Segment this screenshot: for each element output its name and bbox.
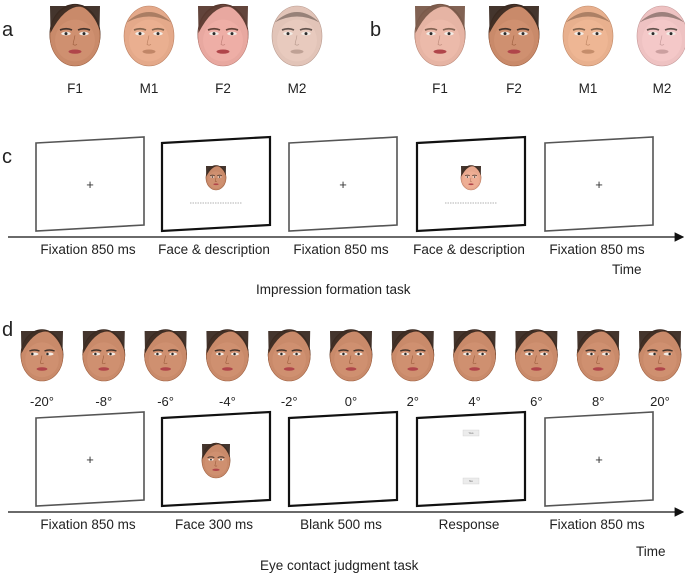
gaze-angle-label-8: 6°	[530, 394, 542, 409]
frame-d-4: +	[544, 411, 654, 507]
fixation-cross: +	[86, 177, 94, 192]
task-label-c: Impression formation task	[256, 282, 411, 297]
screen-c-2	[288, 136, 398, 232]
gaze-angle-label-6: 2°	[407, 394, 419, 409]
screen-face-d-1	[201, 442, 231, 479]
gaze-angle-label-3: -4°	[219, 394, 236, 409]
gaze-face-7	[453, 329, 497, 382]
screen-c-4	[544, 136, 654, 232]
frame-d-2	[287, 410, 399, 508]
gaze-face-6	[391, 329, 435, 382]
face-a-f1	[49, 3, 101, 67]
response-button-1: No	[462, 477, 480, 485]
gaze-angle-label-10: 20°	[650, 394, 670, 409]
gaze-angle-label-5: 0°	[345, 394, 357, 409]
frame-d-1	[160, 410, 272, 508]
frame-c-3	[415, 135, 527, 233]
gaze-face-10	[638, 329, 682, 382]
face-a-m2	[271, 5, 323, 67]
frame-label-c-0: Fixation 850 ms	[40, 242, 136, 257]
frame-d-0: +	[35, 411, 145, 507]
gaze-angle-label-0: -20°	[30, 394, 54, 409]
screen-d-4	[544, 411, 654, 507]
face-label-a-0: F1	[67, 81, 83, 96]
svg-text:Yes: Yes	[469, 431, 474, 435]
gaze-face-8	[514, 329, 558, 382]
panel-c-timeline: + Fixation 850 ms Face & description + Fixat…	[8, 135, 685, 297]
frame-label-d-0: Fixation 850 ms	[40, 517, 136, 532]
face-label-a-2: F2	[215, 81, 231, 96]
screen-d-3	[415, 410, 527, 508]
fixation-cross: +	[595, 452, 603, 467]
face-label-b-2: M1	[579, 81, 598, 96]
frame-label-d-1: Face 300 ms	[175, 517, 253, 532]
panel-letter-b: b	[370, 19, 381, 41]
face-label-b-1: F2	[506, 81, 522, 96]
frame-c-4: +	[544, 136, 654, 232]
face-b-m1	[562, 5, 614, 67]
screen-d-2	[287, 410, 399, 508]
gaze-angle-label-4: -2°	[281, 394, 298, 409]
fixation-cross: +	[86, 452, 94, 467]
response-button-0: Yes	[462, 429, 480, 437]
screen-face-c-3	[460, 165, 482, 191]
face-b-f2	[488, 3, 540, 67]
frame-c-0: +	[35, 136, 145, 232]
svg-text:No: No	[469, 479, 473, 483]
time-label-d: Time	[636, 544, 666, 559]
gaze-angle-label-2: -6°	[157, 394, 174, 409]
face-b-f1	[414, 3, 466, 67]
frame-label-d-3: Response	[439, 517, 500, 532]
panel-a-faces: F1 M1 F2 M2	[49, 3, 323, 96]
frame-label-c-4: Fixation 850 ms	[549, 242, 645, 257]
frame-label-c-3: Face & description	[413, 242, 525, 257]
panel-letter-a: a	[2, 19, 14, 41]
frame-label-d-4: Fixation 850 ms	[549, 517, 645, 532]
panel-letter-c: c	[2, 146, 12, 168]
face-label-b-0: F1	[432, 81, 448, 96]
screen-face-c-1	[205, 165, 227, 191]
fixation-cross: +	[595, 177, 603, 192]
panel-d-gaze: -20° -8° -6° -4° -2° 0° 2° 4° 6° 8° 20° + Fixation …	[8, 329, 685, 573]
gaze-angle-label-9: 8°	[592, 394, 604, 409]
gaze-face-1	[82, 329, 126, 382]
frame-d-3: Yes No	[415, 410, 527, 508]
frame-c-2: +	[288, 136, 398, 232]
face-label-a-3: M2	[288, 81, 307, 96]
face-a-f2	[197, 3, 249, 67]
face-label-b-3: M2	[653, 81, 672, 96]
gaze-face-0	[20, 329, 64, 382]
panel-letter-d: d	[2, 319, 13, 341]
gaze-face-2	[144, 329, 188, 382]
panel-b-faces: F1 F2 M1 M2	[414, 3, 685, 96]
gaze-face-3	[205, 329, 249, 382]
task-label-d: Eye contact judgment task	[260, 558, 419, 573]
screen-d-0	[35, 411, 145, 507]
frame-label-c-2: Fixation 850 ms	[293, 242, 389, 257]
face-a-m1	[123, 5, 175, 67]
gaze-face-4	[267, 329, 311, 382]
face-b-m2	[636, 5, 685, 67]
frame-label-d-2: Blank 500 ms	[300, 517, 382, 532]
frame-c-1	[160, 135, 272, 233]
time-label-c: Time	[612, 262, 642, 277]
gaze-face-5	[329, 329, 373, 382]
fixation-cross: +	[339, 177, 347, 192]
face-label-a-1: M1	[140, 81, 159, 96]
frame-label-c-1: Face & description	[158, 242, 270, 257]
screen-c-0	[35, 136, 145, 232]
gaze-face-9	[576, 329, 620, 382]
gaze-angle-label-1: -8°	[95, 394, 112, 409]
gaze-angle-label-7: 4°	[468, 394, 480, 409]
